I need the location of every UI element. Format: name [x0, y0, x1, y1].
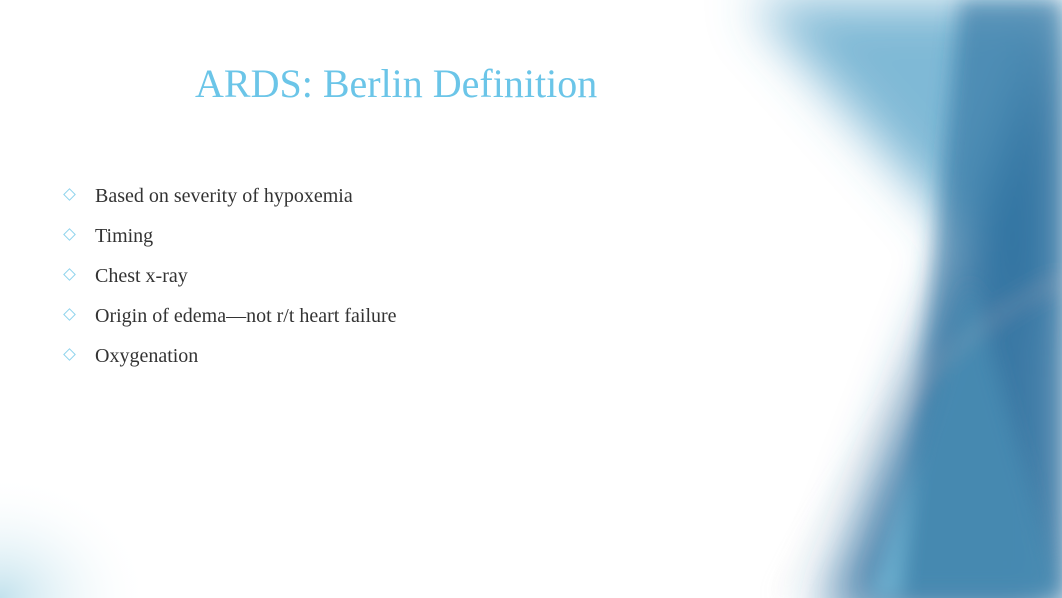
bullet-item: Timing — [65, 222, 1062, 250]
bullet-list: Based on severity of hypoxemia Timing Ch… — [65, 182, 1062, 370]
slide-content: ARDS: Berlin Definition Based on severit… — [0, 0, 1062, 370]
bullet-item: Oxygenation — [65, 342, 1062, 370]
bullet-item: Chest x-ray — [65, 262, 1062, 290]
bullet-item: Origin of edema—not r/t heart failure — [65, 302, 1062, 330]
bullet-item: Based on severity of hypoxemia — [65, 182, 1062, 210]
slide-title: ARDS: Berlin Definition — [195, 60, 1062, 107]
